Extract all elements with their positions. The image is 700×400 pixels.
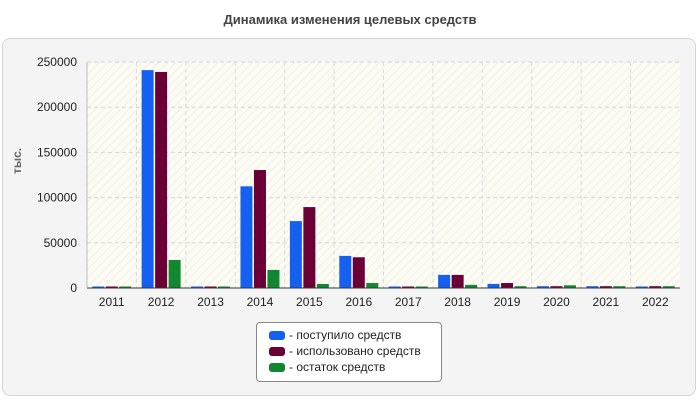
y-tick-label: 50000 xyxy=(44,236,78,250)
bar xyxy=(599,286,612,288)
y-tick-label: 100000 xyxy=(37,191,77,205)
x-tick-label: 2013 xyxy=(197,295,224,309)
bar xyxy=(168,259,181,288)
y-tick-label: 250000 xyxy=(37,55,77,69)
legend: - поступило средств - использовано средс… xyxy=(256,322,442,382)
bar xyxy=(536,286,549,288)
x-tick-label: 2016 xyxy=(345,295,372,309)
bar xyxy=(415,286,428,288)
bar xyxy=(451,274,464,288)
legend-item-remainder: - остаток средств xyxy=(269,359,441,375)
bar xyxy=(92,286,105,288)
bar xyxy=(402,286,415,288)
y-tick-label: 150000 xyxy=(37,145,77,159)
y-axis-label: тыс. xyxy=(10,147,24,174)
bar xyxy=(438,274,451,288)
x-tick-label: 2022 xyxy=(642,295,669,309)
y-tick-label: 0 xyxy=(70,281,77,295)
bar xyxy=(586,286,599,288)
bar xyxy=(119,286,132,288)
bar xyxy=(613,286,626,288)
bar xyxy=(487,283,500,288)
bar xyxy=(267,269,280,288)
bar xyxy=(339,255,352,288)
x-tick-label: 2021 xyxy=(593,295,620,309)
legend-item-used: - использовано средств xyxy=(269,343,441,359)
bar xyxy=(289,221,302,288)
bar xyxy=(514,286,527,288)
bar xyxy=(388,286,401,288)
bar xyxy=(218,286,231,288)
bar xyxy=(366,283,379,288)
x-tick-label: 2018 xyxy=(444,295,471,309)
bar xyxy=(204,286,217,288)
bar xyxy=(155,71,168,288)
bar xyxy=(563,285,576,288)
y-tick-label: 200000 xyxy=(37,100,77,114)
bar xyxy=(240,186,253,288)
x-tick-label: 2014 xyxy=(247,295,274,309)
bar xyxy=(352,257,365,288)
chart-title: Динамика изменения целевых средств xyxy=(223,12,477,27)
legend-item-received: - поступило средств xyxy=(269,327,441,343)
bar xyxy=(465,284,478,288)
bar xyxy=(141,70,154,288)
bar xyxy=(303,207,316,288)
legend-swatch-remainder xyxy=(269,362,285,372)
bar xyxy=(501,283,514,288)
legend-swatch-used xyxy=(269,346,285,356)
bar xyxy=(253,170,266,288)
bar xyxy=(105,286,118,288)
x-tick-label: 2020 xyxy=(543,295,570,309)
bar xyxy=(191,286,204,288)
bar xyxy=(316,283,329,288)
x-tick-label: 2015 xyxy=(296,295,323,309)
bar xyxy=(635,286,648,288)
x-tick-label: 2017 xyxy=(395,295,422,309)
bar xyxy=(649,286,662,288)
x-tick-label: 2011 xyxy=(99,295,125,309)
x-tick-label: 2019 xyxy=(494,295,521,309)
bar xyxy=(550,286,563,288)
x-tick-label: 2012 xyxy=(148,295,175,309)
legend-swatch-received xyxy=(269,330,285,340)
bar xyxy=(662,286,675,288)
